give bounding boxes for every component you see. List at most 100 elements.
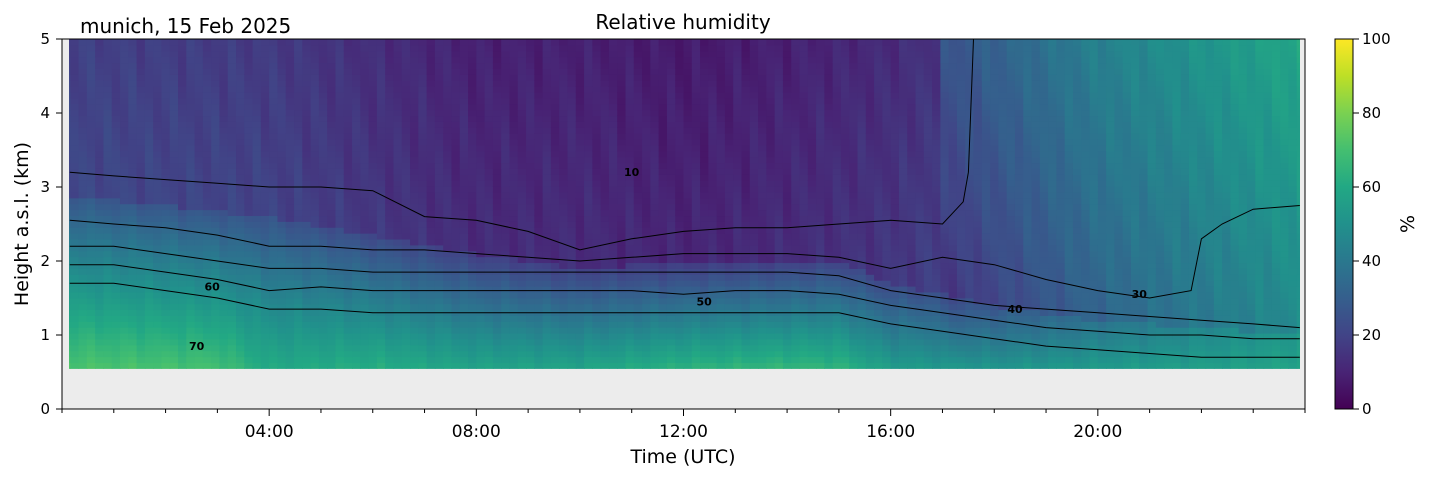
- heatmap-cell: [642, 350, 651, 358]
- heatmap-cell: [376, 91, 386, 99]
- heatmap-cell: [633, 127, 643, 134]
- heatmap-cell: [617, 180, 627, 187]
- heatmap-cell: [567, 221, 577, 228]
- heatmap-cell: [294, 121, 303, 128]
- heatmap-cell: [758, 103, 767, 111]
- heatmap-cell: [592, 291, 602, 299]
- heatmap-cell: [136, 56, 146, 64]
- heatmap-cell: [161, 244, 171, 252]
- heatmap-cell: [550, 356, 560, 364]
- heatmap-cell: [675, 215, 685, 222]
- heatmap-cell: [335, 203, 345, 211]
- heatmap-cell: [401, 191, 411, 199]
- heatmap-cell: [782, 186, 792, 193]
- heatmap-cell: [78, 121, 88, 128]
- heatmap-cell: [633, 327, 643, 334]
- heatmap-cell: [791, 191, 801, 199]
- heatmap-cell: [575, 91, 585, 99]
- heatmap-cell: [774, 103, 784, 111]
- heatmap-cell: [766, 215, 776, 222]
- heatmap-cell: [733, 138, 743, 146]
- heatmap-cell: [658, 303, 668, 311]
- heatmap-cell: [741, 180, 751, 187]
- heatmap-cell: [683, 127, 693, 134]
- heatmap-cell: [202, 180, 212, 187]
- heatmap-cell: [550, 86, 560, 93]
- heatmap-cell: [410, 356, 419, 364]
- heatmap-cell: [418, 338, 428, 346]
- heatmap-cell: [575, 150, 585, 158]
- heatmap-cell: [202, 80, 212, 87]
- heatmap-cell: [592, 191, 602, 199]
- heatmap-cell: [501, 303, 511, 311]
- heatmap-cell: [434, 109, 444, 117]
- heatmap-cell: [169, 197, 179, 205]
- heatmap-cell: [120, 62, 129, 69]
- heatmap-cell: [385, 109, 395, 117]
- heatmap-cell: [633, 86, 643, 93]
- heatmap-cell: [575, 280, 585, 287]
- heatmap-cell: [120, 280, 129, 287]
- heatmap-cell: [260, 156, 270, 164]
- heatmap-cell: [542, 221, 552, 228]
- heatmap-cell: [468, 74, 477, 81]
- heatmap-cell: [376, 268, 386, 275]
- heatmap-cell: [244, 39, 254, 46]
- heatmap-cell: [144, 321, 154, 328]
- heatmap-cell: [211, 156, 221, 164]
- heatmap-cell: [302, 80, 312, 87]
- heatmap-cell: [650, 291, 660, 299]
- heatmap-cell: [128, 333, 138, 340]
- heatmap-cell: [542, 133, 552, 140]
- heatmap-cell: [716, 138, 726, 146]
- heatmap-cell: [219, 221, 229, 228]
- heatmap-cell: [791, 162, 801, 169]
- heatmap-cell: [327, 39, 337, 46]
- heatmap-cell: [501, 280, 511, 287]
- heatmap-cell: [741, 303, 751, 311]
- heatmap-cell: [509, 233, 519, 240]
- heatmap-cell: [501, 121, 511, 128]
- heatmap-cell: [791, 338, 801, 346]
- heatmap-cell: [774, 86, 784, 93]
- heatmap-cell: [592, 203, 602, 211]
- heatmap-cell: [136, 362, 146, 369]
- heatmap-cell: [418, 80, 428, 87]
- heatmap-cell: [608, 250, 618, 258]
- heatmap-cell: [451, 362, 461, 369]
- heatmap-cell: [211, 150, 221, 158]
- heatmap-cell: [269, 327, 279, 334]
- heatmap-cell: [774, 44, 784, 52]
- heatmap-cell: [269, 285, 279, 293]
- heatmap-cell: [401, 115, 411, 122]
- heatmap-cell: [782, 285, 792, 293]
- heatmap-cell: [269, 97, 279, 105]
- heatmap-cell: [666, 121, 676, 128]
- heatmap-cell: [111, 186, 121, 193]
- heatmap-cell: [492, 233, 502, 240]
- heatmap-cell: [260, 333, 270, 340]
- heatmap-cell: [484, 238, 494, 246]
- heatmap-cell: [269, 274, 279, 281]
- heatmap-cell: [95, 133, 105, 140]
- heatmap-cell: [269, 62, 279, 69]
- heatmap-cell: [559, 303, 569, 311]
- heatmap-cell: [352, 56, 361, 64]
- heatmap-cell: [642, 162, 651, 169]
- heatmap-cell: [343, 144, 353, 152]
- heatmap-cell: [310, 356, 320, 364]
- heatmap-cell: [501, 156, 511, 164]
- heatmap-cell: [277, 144, 287, 152]
- heatmap-cell: [492, 250, 502, 258]
- heatmap-cell: [161, 144, 171, 152]
- heatmap-cell: [128, 144, 138, 152]
- heatmap-cell: [153, 221, 163, 228]
- heatmap-cell: [343, 215, 353, 222]
- heatmap-cell: [277, 156, 287, 164]
- heatmap-cell: [749, 162, 759, 169]
- heatmap-cell: [791, 74, 801, 81]
- heatmap-cell: [492, 321, 502, 328]
- heatmap-cell: [501, 262, 511, 269]
- heatmap-cell: [260, 197, 270, 205]
- heatmap-cell: [642, 197, 651, 205]
